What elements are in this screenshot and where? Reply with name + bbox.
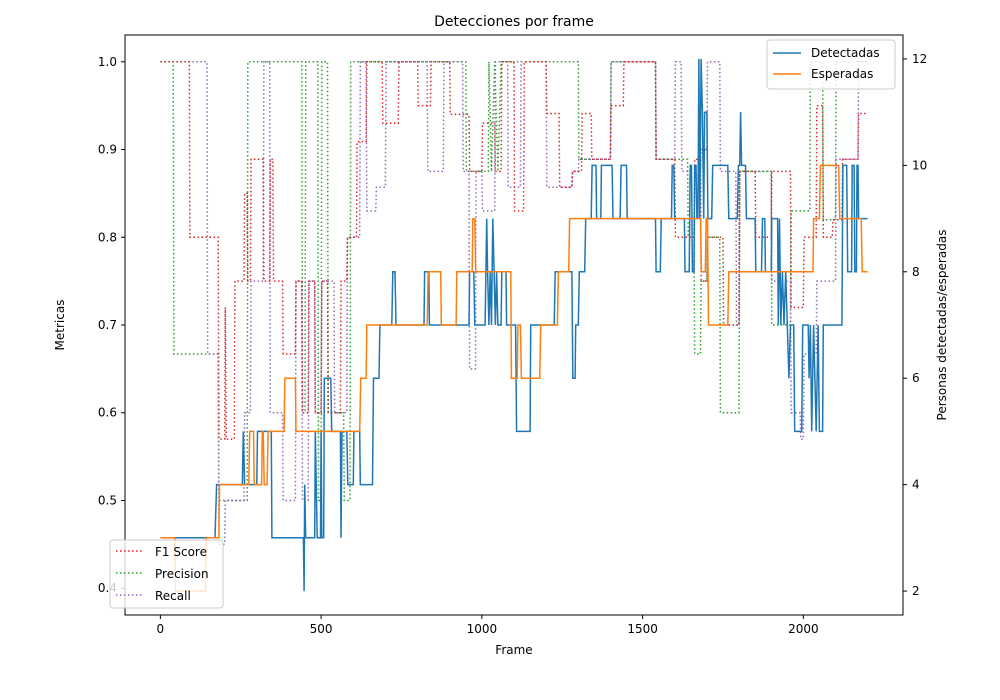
y-right-tick-label: 4 [912, 478, 920, 492]
y-right-tick-label: 12 [912, 52, 927, 66]
legend-label-precision: Precision [155, 567, 209, 581]
y-right-tick-label: 10 [912, 158, 927, 172]
y-right-tick-label: 8 [912, 265, 920, 279]
series-layer [160, 58, 868, 592]
legend-label-f1: F1 Score [155, 545, 207, 559]
x-tick-label: 500 [310, 622, 333, 636]
series-line-esperadas [160, 164, 868, 592]
legend-left: F1 Score Precision Recall [109, 539, 224, 609]
y-right-tick-label: 2 [912, 584, 920, 598]
y-left-tick-label: 1.0 [98, 55, 117, 69]
legend-label-detectadas: Detectadas [811, 46, 880, 60]
x-tick-label: 0 [157, 622, 165, 636]
x-axis: 0 500 1000 1500 2000 [157, 615, 819, 636]
y-left-tick-label: 0.8 [98, 230, 117, 244]
y-left-tick-label: 0.5 [98, 493, 117, 507]
series-line-detectadas [160, 58, 868, 592]
y-left-tick-label: 0.6 [98, 406, 117, 420]
x-tick-label: 1000 [467, 622, 498, 636]
y-right-tick-label: 6 [912, 371, 920, 385]
y-left-tick-label: 0.7 [98, 318, 117, 332]
legend-right: Detectadas Esperadas [766, 39, 896, 90]
legend-label-esperadas: Esperadas [811, 67, 873, 81]
y-axis-left-title: Metricas [53, 300, 67, 351]
series-line-f1-score [160, 61, 868, 440]
chart-title: Detecciones por frame [434, 14, 594, 30]
y-axis-right-title: Personas detectadas/esperadas [935, 230, 949, 421]
legend-left-box [109, 539, 224, 609]
x-tick-label: 2000 [788, 622, 819, 636]
y-axis-right: 2 4 6 8 10 12 [903, 52, 927, 598]
legend-label-recall: Recall [155, 589, 191, 603]
y-left-tick-label: 0.9 [98, 143, 117, 157]
x-tick-label: 1500 [627, 622, 658, 636]
x-axis-title: Frame [495, 643, 532, 657]
